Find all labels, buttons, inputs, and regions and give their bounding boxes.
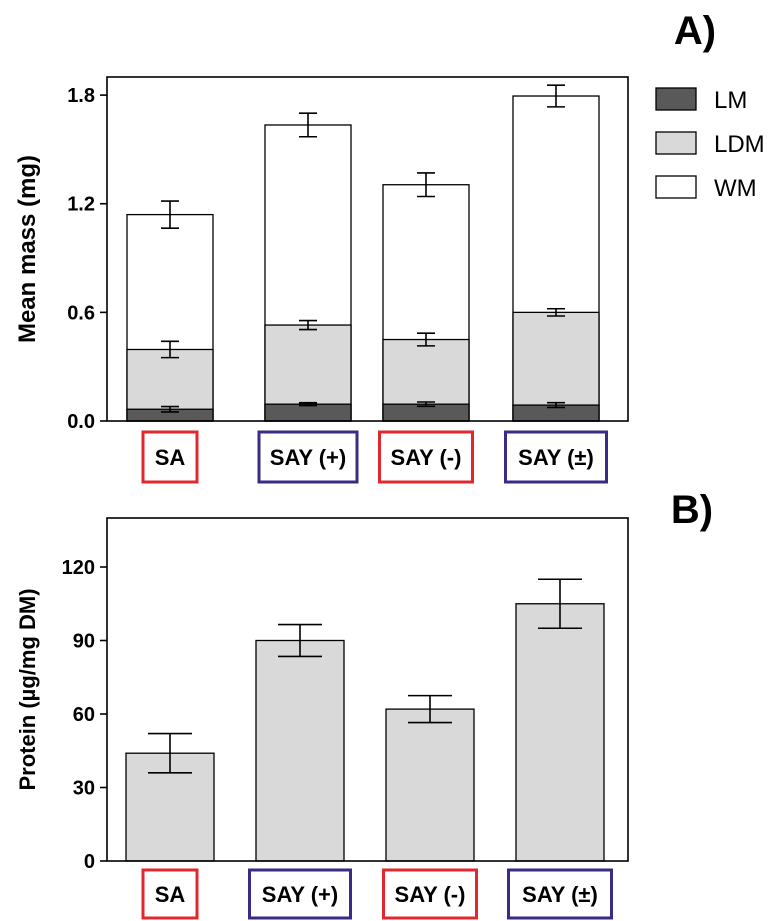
category-label: SAY (-) <box>391 445 462 470</box>
category-label: SAY (+) <box>270 445 346 470</box>
category-box-1 <box>141 430 199 484</box>
error-bar-lm-3 <box>417 401 435 408</box>
bar-protein-3 <box>385 708 475 862</box>
legend-swatch-lm <box>655 87 697 111</box>
panel-b: 0 30 60 90 120 Protein (µg/mg DM) SA SAY (+) SAY… <box>15 488 713 920</box>
error-bar-ldm-3 <box>417 332 435 347</box>
legend-swatch-ldm <box>655 131 697 155</box>
error-bar-protein-3 <box>408 694 452 724</box>
legend: LM LDM WM <box>655 87 765 202</box>
error-bar-ldm-1 <box>161 340 179 359</box>
error-bar-wm-4 <box>547 84 565 108</box>
category-box-4 <box>507 868 613 920</box>
legend-label-ldm: LDM <box>714 131 765 158</box>
y-tick-label: 0.6 <box>67 302 95 324</box>
category-box-2 <box>257 430 359 484</box>
error-bar-wm-2 <box>299 112 317 138</box>
error-bar-lm-4 <box>547 401 565 409</box>
legend-swatch-wm <box>655 175 697 199</box>
category-label: SA <box>155 445 186 470</box>
y-tick-label: 0.0 <box>67 411 95 433</box>
y-tick-label: 30 <box>73 778 95 800</box>
y-axis-title: Mean mass (mg) <box>14 155 41 343</box>
panel-a: 0.0 0.6 1.2 1.8 Mean mass (mg) SA SAY (+) SAY (… <box>14 9 765 484</box>
category-box-1 <box>141 868 199 920</box>
legend-label-lm: LM <box>714 87 747 114</box>
category-box-3 <box>378 430 474 484</box>
error-bar-lm-2 <box>299 401 317 407</box>
error-bar-ldm-4 <box>547 307 565 317</box>
plot-frame <box>106 76 629 422</box>
y-axis-title: Protein (µg/mg DM) <box>15 588 40 790</box>
error-bar-wm-3 <box>417 172 435 198</box>
y-tick-label: 60 <box>73 704 95 726</box>
panel-label: B) <box>671 488 713 532</box>
category-label: SAY (+) <box>262 882 338 907</box>
category-box-2 <box>248 868 352 920</box>
panel-label: A) <box>674 9 716 53</box>
category-label: SA <box>155 882 186 907</box>
y-tick-label: 1.8 <box>67 85 95 107</box>
category-label: SAY (-) <box>395 882 466 907</box>
error-bar-protein-1 <box>148 732 192 774</box>
bar-lm-2 <box>264 403 352 422</box>
y-tick-label: 1.2 <box>67 194 95 216</box>
category-box-4 <box>504 430 608 484</box>
plot-frame <box>106 517 629 862</box>
error-bar-protein-2 <box>278 623 322 658</box>
y-tick-label: 120 <box>62 557 95 579</box>
y-tick-label: 0 <box>84 851 95 873</box>
bar-protein-4 <box>515 603 605 862</box>
legend-label-wm: WM <box>714 175 757 202</box>
y-tick-label: 90 <box>73 631 95 653</box>
error-bar-lm-1 <box>161 405 179 413</box>
bar-protein-2 <box>255 639 345 862</box>
category-box-3 <box>382 868 478 920</box>
category-label: SAY (±) <box>518 445 594 470</box>
error-bar-ldm-2 <box>299 319 317 331</box>
error-bar-protein-4 <box>538 578 582 630</box>
error-bar-wm-1 <box>161 200 179 229</box>
category-label: SAY (±) <box>522 882 598 907</box>
